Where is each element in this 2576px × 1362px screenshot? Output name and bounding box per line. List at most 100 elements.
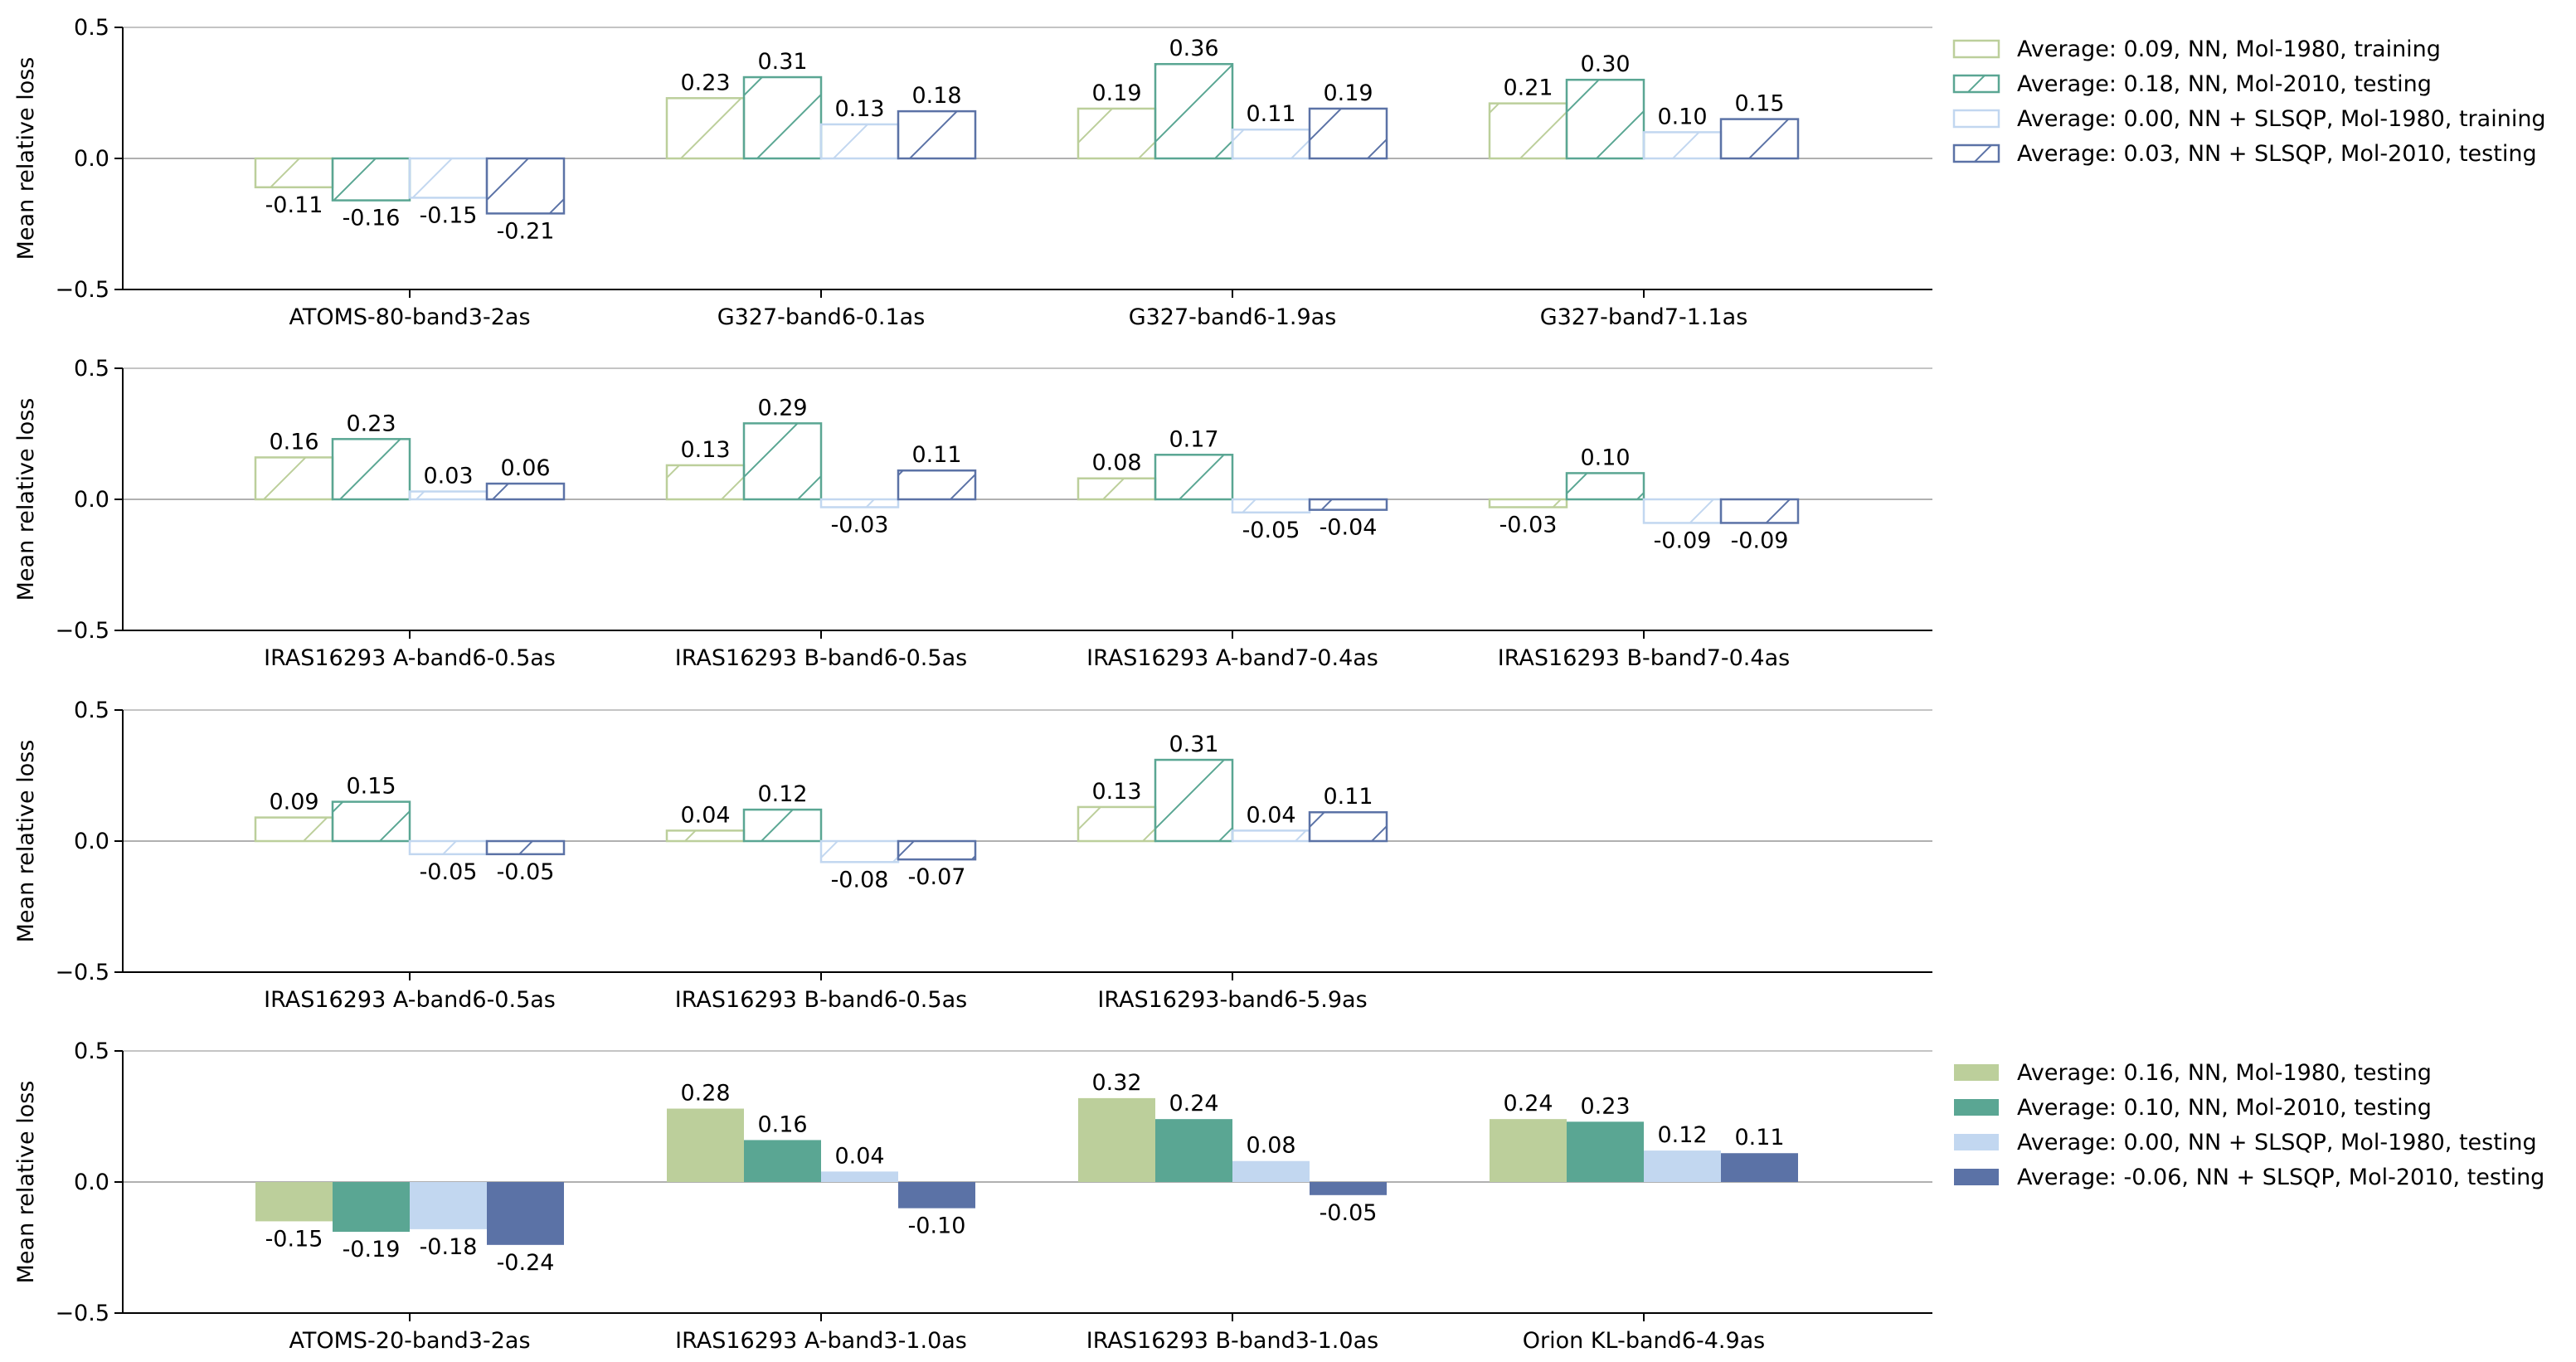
data-label: -0.04 <box>1320 515 1378 541</box>
data-label: 0.11 <box>1323 784 1373 810</box>
bar-slsqp_2010 <box>897 109 977 160</box>
chart-panel-3: Mean relative loss 0.09 0.04 0.13 0.15 0.12 0.… <box>13 698 1932 1013</box>
data-label: 0.12 <box>757 781 807 807</box>
bar-nn_2010 <box>744 1140 821 1182</box>
bar-slsqp_1980 <box>410 1182 487 1229</box>
bar-nn_2010 <box>1154 454 1234 501</box>
y-tick-label: −0.5 <box>55 960 109 985</box>
y-tick-label: 0.0 <box>74 487 109 513</box>
data-label: 0.29 <box>757 395 807 421</box>
data-label: -0.15 <box>420 202 478 228</box>
bar-nn_1980 <box>1488 102 1568 160</box>
data-label: 0.23 <box>346 411 396 436</box>
bar-nn_2010 <box>333 1182 410 1233</box>
bar-nn_2010 <box>742 75 823 160</box>
legend: Average: 0.16, NN, Mol-1980, testing Aver… <box>1954 1060 2544 1190</box>
chart-panel-4: Mean relative loss -0.15 0.28 0.32 0.24 -0.19… <box>13 1039 2544 1354</box>
bar-slsqp_1980 <box>1231 829 1311 843</box>
bar-slsqp_1980 <box>408 839 488 856</box>
bar-slsqp_2010 <box>1308 498 1388 511</box>
bar-slsqp_2010 <box>1719 118 1800 160</box>
bar-slsqp_2010 <box>897 839 977 861</box>
bar-nn_2010 <box>1567 1121 1644 1182</box>
bar-nn_2010 <box>1565 78 1645 160</box>
data-label: 0.13 <box>680 437 730 463</box>
data-label: -0.08 <box>831 867 889 893</box>
bar-slsqp_1980 <box>1644 1150 1721 1182</box>
legend-entry: Average: 0.09, NN, Mol-1980, training <box>2017 36 2441 62</box>
x-tick-label: IRAS16293 A-band6-0.5as <box>264 987 556 1013</box>
y-tick-label: 0.0 <box>74 1170 109 1195</box>
bar-slsqp_1980 <box>819 498 900 508</box>
legend-entry: Average: 0.03, NN + SLSQP, Mol-2010, tes… <box>2017 141 2537 167</box>
bar-nn_1980 <box>1078 1097 1155 1182</box>
x-tick-label: G327-band6-1.9as <box>1129 304 1337 330</box>
data-label: 0.24 <box>1503 1091 1553 1116</box>
data-label: -0.19 <box>343 1237 401 1262</box>
x-tick-label: IRAS16293 B-band7-0.4as <box>1498 645 1790 671</box>
legend-swatch-slsqp_1980 <box>1954 1134 1999 1150</box>
legend-entry: Average: 0.10, NN, Mol-2010, testing <box>2017 1095 2432 1121</box>
data-label: 0.23 <box>680 70 730 95</box>
data-label: 0.11 <box>911 442 961 468</box>
bar-nn_2010 <box>331 157 411 202</box>
bar-slsqp_1980 <box>819 839 900 863</box>
data-label: 0.13 <box>834 96 884 122</box>
bar-slsqp_1980 <box>1231 128 1311 160</box>
bar-nn_2010 <box>1155 1119 1232 1182</box>
legend-swatch-slsqp_1980 <box>1952 109 2000 129</box>
bar-nn_1980 <box>254 816 334 843</box>
data-label: 0.19 <box>1323 80 1373 106</box>
x-tick-label: Orion KL-band6-4.9as <box>1523 1328 1766 1354</box>
data-label: 0.16 <box>269 429 318 455</box>
bar-nn_2010 <box>1154 758 1234 843</box>
x-tick-label: ATOMS-20-band3-2as <box>289 1328 530 1354</box>
data-label: 0.11 <box>1246 101 1295 127</box>
data-label: -0.07 <box>908 864 966 890</box>
x-tick-label: IRAS16293 A-band6-0.5as <box>264 645 556 671</box>
bar-nn_1980 <box>254 456 334 501</box>
data-label: -0.05 <box>497 859 555 885</box>
data-label: -0.05 <box>1242 518 1300 543</box>
bar-slsqp_2010 <box>1308 810 1388 843</box>
data-label: -0.15 <box>265 1226 323 1252</box>
bar-slsqp_1980 <box>821 1171 898 1182</box>
bar-slsqp_1980 <box>819 123 900 160</box>
legend-swatch-nn_2010 <box>1952 74 2000 94</box>
legend-swatch-nn_1980 <box>1954 1064 1999 1081</box>
bar-slsqp_2010 <box>1721 1153 1798 1182</box>
chart-panel-1: Mean relative loss -0.11 0.23 0.19 0.21 -0.16… <box>13 15 2546 330</box>
bar-nn_1980 <box>1077 477 1157 501</box>
bar-nn_1980 <box>667 1108 744 1182</box>
x-tick-label: IRAS16293 A-band3-1.0as <box>675 1328 967 1354</box>
bar-slsqp_2010 <box>1310 1182 1387 1195</box>
data-label: 0.21 <box>1503 75 1553 101</box>
y-tick-label: 0.0 <box>74 146 109 172</box>
bar-nn_1980 <box>1488 498 1568 508</box>
bar-slsqp_2010 <box>485 157 566 215</box>
data-label: 0.23 <box>1580 1093 1630 1119</box>
bar-nn_1980 <box>665 829 746 843</box>
bar-slsqp_1980 <box>1231 498 1311 514</box>
data-label: -0.09 <box>1731 528 1789 553</box>
data-label: -0.11 <box>265 192 323 218</box>
data-label: 0.04 <box>680 802 730 828</box>
bar-slsqp_2010 <box>485 839 566 856</box>
legend-entry: Average: -0.06, NN + SLSQP, Mol-2010, te… <box>2017 1165 2544 1190</box>
data-label: 0.28 <box>680 1081 730 1107</box>
x-tick-label: IRAS16293 B-band6-0.5as <box>675 987 967 1013</box>
data-label: 0.11 <box>1734 1125 1784 1150</box>
data-label: 0.10 <box>1657 104 1707 129</box>
y-tick-label: −0.5 <box>55 618 109 644</box>
x-tick-label: IRAS16293-band6-5.9as <box>1097 987 1367 1013</box>
bar-slsqp_2010 <box>1308 107 1388 160</box>
bar-slsqp_2010 <box>1719 498 1800 524</box>
data-label: 0.04 <box>1246 802 1295 828</box>
bar-slsqp_1980 <box>1642 498 1723 524</box>
legend-swatch-nn_1980 <box>1952 39 2000 59</box>
legend-swatch-slsqp_2010 <box>1952 143 2000 163</box>
x-tick-label: ATOMS-80-band3-2as <box>289 304 530 330</box>
data-label: 0.19 <box>1091 80 1141 106</box>
